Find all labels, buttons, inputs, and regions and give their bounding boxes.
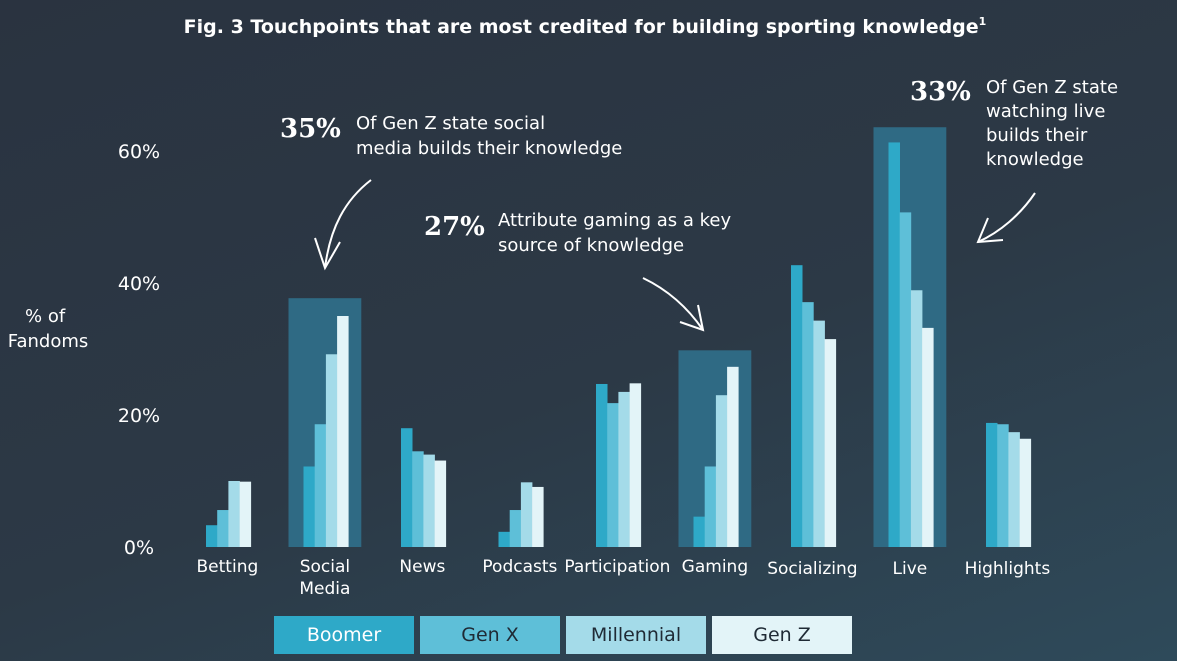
legend-item-boomer: Boomer xyxy=(274,616,414,654)
legend-item-gen-x: Gen X xyxy=(420,616,560,654)
bar-participation-millennial xyxy=(618,391,630,547)
annotation-live: 33% Of Gen Z state watching live builds … xyxy=(910,77,1124,244)
x-tick-label-betting: Betting xyxy=(197,557,259,577)
bar-highlights-boomer xyxy=(986,422,998,547)
annotation-live-percent: 33% xyxy=(910,77,971,107)
bar-highlights-millennial xyxy=(1008,432,1020,547)
bar-news-boomer xyxy=(401,428,413,547)
bar-live-millennial xyxy=(910,290,923,547)
x-tick-label-gaming: Gaming xyxy=(682,557,748,577)
bar-social-media-gen-z xyxy=(337,316,349,547)
arrow-live xyxy=(977,192,1036,243)
y-tick-label: 40% xyxy=(118,273,160,295)
legend-item-gen-z: Gen Z xyxy=(712,616,852,654)
bar-socializing-gen-z xyxy=(824,339,837,547)
annotation-social-media-text: Of Gen Z state social media builds their… xyxy=(356,113,622,159)
chart-title: Fig. 3 Touchpoints that are most credite… xyxy=(184,15,987,38)
bar-podcasts-gen-x xyxy=(509,510,522,547)
x-tick-label-news: News xyxy=(399,557,445,577)
bar-gaming-boomer xyxy=(693,516,705,547)
bar-socializing-gen-x xyxy=(802,302,814,547)
bar-podcasts-gen-z xyxy=(532,486,544,547)
arrow-gaming xyxy=(642,277,704,331)
y-ticks: 0% 20% 40% 60% xyxy=(118,141,160,559)
legend-item-millennial: Millennial xyxy=(566,616,706,654)
x-tick-label-podcasts: Podcasts xyxy=(482,557,557,577)
y-tick-label: 20% xyxy=(118,405,160,427)
bar-live-gen-x xyxy=(899,212,912,547)
bar-highlights-gen-z xyxy=(1019,438,1032,547)
bar-social-media-millennial xyxy=(325,354,338,547)
y-axis-label: % of Fandoms xyxy=(8,306,89,352)
x-tick-label-participation: Participation xyxy=(564,557,670,577)
bar-betting-boomer xyxy=(206,525,218,547)
bar-socializing-boomer xyxy=(791,265,803,547)
annotation-gaming: 27% Attribute gaming as a key source of … xyxy=(424,210,737,332)
bar-live-boomer xyxy=(888,142,900,548)
bar-news-millennial xyxy=(423,454,435,547)
arrow-social-media xyxy=(324,179,372,269)
y-tick-label: 0% xyxy=(124,537,154,559)
bar-betting-gen-x xyxy=(217,510,229,547)
annotation-live-text: Of Gen Z state watching live builds thei… xyxy=(986,77,1124,170)
bar-gaming-millennial xyxy=(715,395,728,547)
bar-betting-gen-z xyxy=(239,481,252,547)
bar-participation-boomer xyxy=(596,383,608,547)
bar-news-gen-x xyxy=(412,451,424,547)
arrow-gaming-head xyxy=(679,304,705,332)
annotation-social-media: 35% Of Gen Z state social media builds t… xyxy=(280,113,622,271)
x-tick-label-live: Live xyxy=(893,559,928,579)
bar-highlights-gen-x xyxy=(997,424,1009,547)
bar-news-gen-z xyxy=(434,460,447,547)
highlight-boxes xyxy=(288,127,947,548)
bar-podcasts-boomer xyxy=(498,531,510,547)
bar-gaming-gen-x xyxy=(704,466,717,547)
y-tick-label: 60% xyxy=(118,141,160,163)
arrow-social-media-head xyxy=(314,237,341,271)
annotation-social-media-percent: 35% xyxy=(280,114,341,144)
bar-social-media-gen-x xyxy=(314,424,327,547)
bar-social-media-boomer xyxy=(303,466,315,547)
x-tick-labels: Betting Social Media News Podcasts Participat… xyxy=(197,557,1051,599)
bar-socializing-millennial xyxy=(813,320,825,547)
annotation-gaming-percent: 27% xyxy=(424,212,485,242)
bars-group xyxy=(206,142,1032,548)
annotation-gaming-text: Attribute gaming as a key source of know… xyxy=(498,210,737,256)
x-tick-label-socializing: Socializing xyxy=(767,559,857,579)
x-tick-label-social-media: Social Media xyxy=(299,557,350,599)
arrow-live-head xyxy=(976,217,1004,244)
legend: Boomer Gen X Millennial Gen Z xyxy=(274,616,852,654)
bar-participation-gen-x xyxy=(607,403,619,547)
bar-live-gen-z xyxy=(922,327,934,547)
x-tick-label-highlights: Highlights xyxy=(965,559,1051,579)
bar-participation-gen-z xyxy=(629,383,642,547)
bar-podcasts-millennial xyxy=(520,482,533,547)
bar-gaming-gen-z xyxy=(727,366,739,547)
bar-betting-millennial xyxy=(228,481,240,547)
